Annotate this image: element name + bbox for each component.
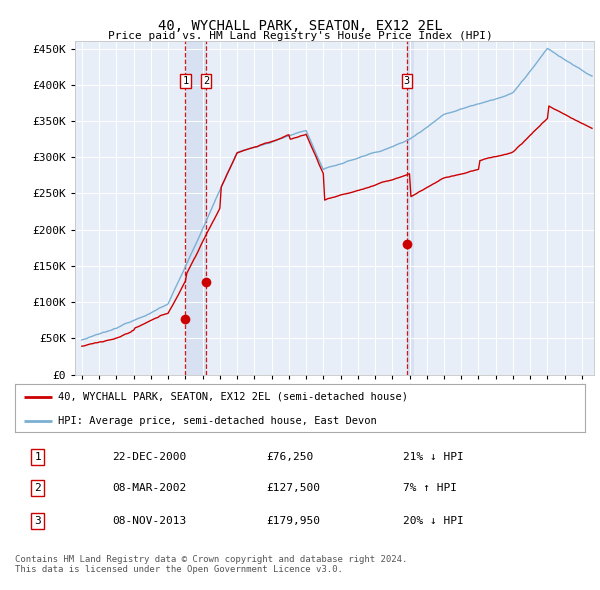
- Bar: [185, 41, 206, 375]
- Text: 7% ↑ HPI: 7% ↑ HPI: [403, 483, 457, 493]
- Text: 1: 1: [182, 76, 188, 86]
- Text: 08-NOV-2013: 08-NOV-2013: [112, 516, 186, 526]
- Text: Contains HM Land Registry data © Crown copyright and database right 2024.
This d: Contains HM Land Registry data © Crown c…: [15, 555, 407, 574]
- Text: 3: 3: [404, 76, 410, 86]
- Text: 1: 1: [34, 453, 41, 462]
- Text: Price paid vs. HM Land Registry's House Price Index (HPI): Price paid vs. HM Land Registry's House …: [107, 31, 493, 41]
- Bar: [407, 41, 414, 375]
- Text: 2: 2: [203, 76, 209, 86]
- Text: 2: 2: [34, 483, 41, 493]
- Text: 08-MAR-2002: 08-MAR-2002: [112, 483, 186, 493]
- Text: 20% ↓ HPI: 20% ↓ HPI: [403, 516, 463, 526]
- Text: 22-DEC-2000: 22-DEC-2000: [112, 453, 186, 462]
- Text: £76,250: £76,250: [266, 453, 313, 462]
- Text: 3: 3: [34, 516, 41, 526]
- Text: 40, WYCHALL PARK, SEATON, EX12 2EL: 40, WYCHALL PARK, SEATON, EX12 2EL: [158, 19, 442, 33]
- Text: 21% ↓ HPI: 21% ↓ HPI: [403, 453, 463, 462]
- Text: £127,500: £127,500: [266, 483, 320, 493]
- Text: HPI: Average price, semi-detached house, East Devon: HPI: Average price, semi-detached house,…: [58, 416, 377, 426]
- Text: 40, WYCHALL PARK, SEATON, EX12 2EL (semi-detached house): 40, WYCHALL PARK, SEATON, EX12 2EL (semi…: [58, 392, 408, 402]
- Text: £179,950: £179,950: [266, 516, 320, 526]
